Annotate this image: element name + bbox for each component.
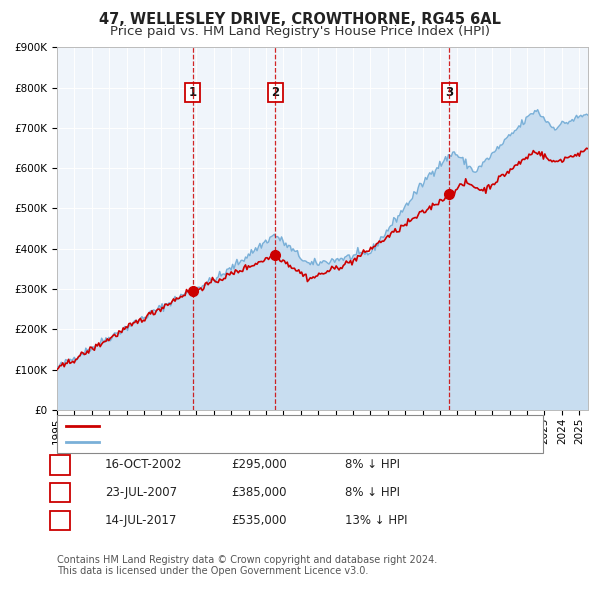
Text: 3: 3 [445, 86, 454, 99]
Text: £385,000: £385,000 [231, 486, 287, 499]
Text: 13% ↓ HPI: 13% ↓ HPI [345, 514, 407, 527]
Text: 8% ↓ HPI: 8% ↓ HPI [345, 486, 400, 499]
Text: £535,000: £535,000 [231, 514, 287, 527]
Text: 2: 2 [56, 486, 64, 499]
Text: 16-OCT-2002: 16-OCT-2002 [105, 458, 182, 471]
Text: 1: 1 [188, 86, 197, 99]
Text: 3: 3 [56, 514, 64, 527]
Text: 23-JUL-2007: 23-JUL-2007 [105, 486, 177, 499]
Text: 14-JUL-2017: 14-JUL-2017 [105, 514, 178, 527]
Text: 1: 1 [56, 458, 64, 471]
Text: 47, WELLESLEY DRIVE, CROWTHORNE, RG45 6AL: 47, WELLESLEY DRIVE, CROWTHORNE, RG45 6A… [99, 12, 501, 27]
Text: 8% ↓ HPI: 8% ↓ HPI [345, 458, 400, 471]
Text: Price paid vs. HM Land Registry's House Price Index (HPI): Price paid vs. HM Land Registry's House … [110, 25, 490, 38]
Text: 47, WELLESLEY DRIVE, CROWTHORNE, RG45 6AL (detached house): 47, WELLESLEY DRIVE, CROWTHORNE, RG45 6A… [106, 421, 483, 431]
Text: 2: 2 [271, 86, 280, 99]
Text: Contains HM Land Registry data © Crown copyright and database right 2024.
This d: Contains HM Land Registry data © Crown c… [57, 555, 437, 576]
Text: HPI: Average price, detached house, Wokingham: HPI: Average price, detached house, Woki… [106, 437, 379, 447]
Text: £295,000: £295,000 [231, 458, 287, 471]
